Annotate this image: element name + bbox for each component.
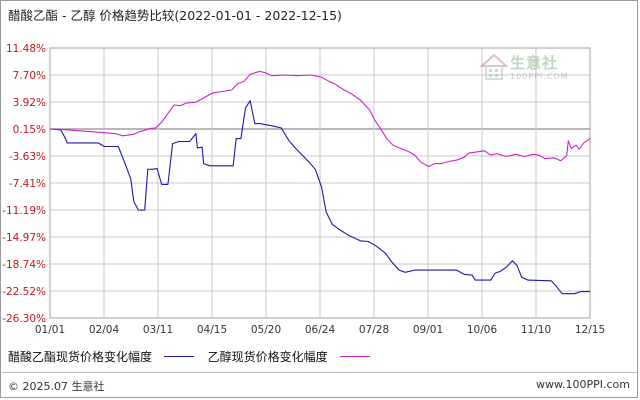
series-line-2 <box>49 70 591 168</box>
x-tick-label: 05/20 <box>251 324 281 336</box>
x-tick-label: 10/06 <box>467 324 498 336</box>
y-tick-label: -18.74% <box>2 259 46 271</box>
y-tick-label: -14.97% <box>2 232 46 244</box>
y-tick-label: 3.92% <box>13 97 46 109</box>
x-tick-label: 06/24 <box>305 324 336 336</box>
legend-label-series-2: 乙醇现货价格变化幅度 <box>207 350 328 364</box>
y-tick-label: -3.63% <box>9 151 46 163</box>
house-logo-icon <box>479 53 509 80</box>
footer-copyright: © 2025.07 生意社 <box>8 380 105 393</box>
footer-website-link[interactable]: www.100PPI.com <box>536 378 630 391</box>
y-tick-label: 11.48% <box>6 43 46 55</box>
y-tick-label: -22.52% <box>2 286 46 298</box>
x-tick-label: 07/28 <box>359 324 389 336</box>
legend-label-series-1: 醋酸乙酯现货价格变化幅度 <box>8 350 153 364</box>
grid-lines <box>49 47 591 319</box>
watermark-text: 生意社 <box>510 54 559 72</box>
x-tick-label: 12/15 <box>575 324 605 336</box>
x-tick-label: 01/01 <box>35 324 65 336</box>
x-tick-label: 02/04 <box>89 324 120 336</box>
x-tick-label: 11/10 <box>521 324 551 336</box>
plot-area-border <box>49 47 591 319</box>
y-tick-label: -11.19% <box>2 205 46 217</box>
legend-swatch-series-1 <box>163 356 194 357</box>
footer-divider <box>2 372 638 373</box>
y-tick-label: 7.70% <box>13 70 46 82</box>
x-tick-label: 04/15 <box>197 324 227 336</box>
x-tick-label: 09/01 <box>413 324 443 336</box>
series-lines <box>49 70 591 295</box>
series-line-1 <box>49 100 590 295</box>
x-tick-label: 03/11 <box>143 324 173 336</box>
chart-legend: 醋酸乙酯现货价格变化幅度 乙醇现货价格变化幅度 <box>8 348 380 365</box>
axis-labels: 11.48% 7.70% 3.92% 0.15% -3.63% -7.41% -11.19%… <box>2 43 605 336</box>
y-tick-label: -26.30% <box>2 313 46 325</box>
chart-title: 醋酸乙酯 - 乙醇 价格趋势比较(2022-01-01 - 2022-12-15… <box>8 8 342 23</box>
y-tick-label: -7.41% <box>9 178 46 190</box>
watermark-subtext: 100PPI.COM <box>510 72 569 81</box>
y-tick-label: 0.15% <box>13 124 46 136</box>
legend-swatch-series-2 <box>339 356 370 357</box>
watermark-logo: 生意社 100PPI.COM <box>479 52 580 88</box>
